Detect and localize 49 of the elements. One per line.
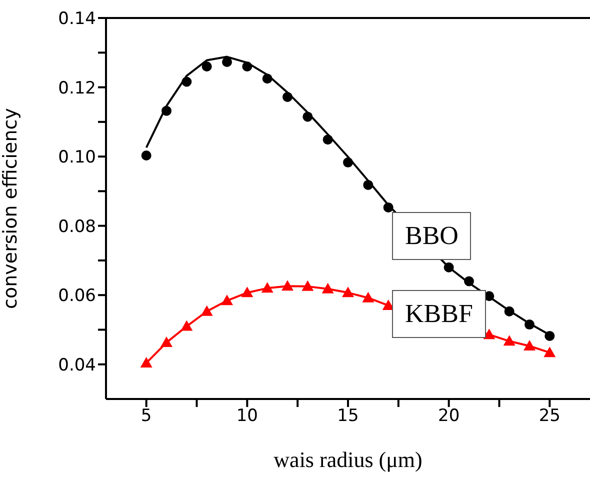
- point: [524, 320, 534, 330]
- point: [524, 340, 536, 351]
- point: [483, 328, 496, 340]
- point: [383, 202, 394, 212]
- y-axis-title: conversion efficiency: [0, 108, 22, 309]
- x-axis-title: wais radius (μm): [274, 447, 422, 472]
- point: [544, 330, 555, 341]
- point: [504, 306, 514, 316]
- y-tick-label: 0.10: [58, 148, 96, 168]
- series-label: BBO: [392, 212, 472, 260]
- point: [221, 294, 233, 306]
- y-tick-label: 0.06: [58, 286, 96, 306]
- point: [160, 336, 172, 348]
- point: [544, 346, 556, 358]
- point: [282, 280, 294, 291]
- point: [302, 112, 313, 122]
- x-tick-label: 5: [140, 406, 152, 426]
- point: [322, 282, 334, 294]
- point: [322, 134, 333, 145]
- point: [282, 92, 292, 102]
- point: [202, 61, 212, 72]
- point: [162, 106, 172, 116]
- point: [200, 305, 213, 316]
- x-tick-label: 20: [438, 406, 460, 426]
- point: [242, 61, 252, 72]
- point: [222, 56, 232, 67]
- point: [363, 180, 374, 190]
- point: [261, 282, 274, 293]
- point: [182, 76, 192, 87]
- y-tick-label: 0.08: [58, 216, 96, 237]
- point: [241, 286, 254, 298]
- point: [503, 335, 516, 346]
- point: [464, 276, 474, 286]
- point: [302, 280, 314, 291]
- series-label: KBBF: [392, 290, 486, 338]
- y-tick-label: 0.12: [58, 78, 96, 98]
- x-tick-label: 10: [236, 406, 258, 426]
- point: [444, 262, 454, 272]
- x-tick-label: 25: [538, 406, 560, 426]
- y-tick-label: 0.14: [58, 9, 96, 30]
- x-tick-label: 15: [337, 406, 359, 426]
- point: [362, 292, 374, 302]
- point: [140, 356, 152, 368]
- point: [180, 320, 193, 331]
- point: [342, 286, 354, 298]
- point: [141, 150, 152, 161]
- y-tick-label: 0.04: [58, 355, 96, 376]
- point: [262, 74, 272, 84]
- point: [343, 157, 353, 168]
